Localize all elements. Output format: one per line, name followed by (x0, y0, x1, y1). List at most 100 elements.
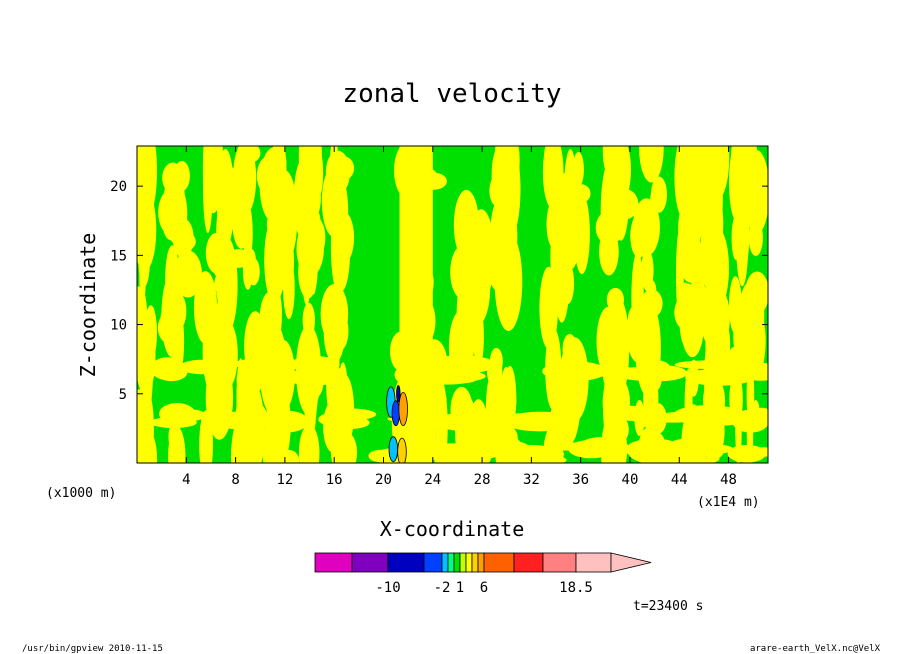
positive-velocity-cell (271, 340, 295, 410)
x-unit-right: (x1E4 m) (697, 495, 760, 510)
colorbar-tick-label: -10 (375, 580, 400, 596)
strong-velocity-cell (397, 437, 407, 463)
positive-velocity-cell (323, 303, 345, 363)
colorbar-tick-label: 6 (480, 580, 488, 596)
y-axis-label: Z-coordinate (76, 233, 100, 378)
positive-velocity-cell (729, 276, 742, 334)
colorbar-tick-label: -2 (434, 580, 451, 596)
positive-velocity-cell (659, 411, 732, 422)
colorbar-segment (447, 552, 455, 573)
positive-velocity-cell (542, 146, 564, 210)
positive-velocity-cell (568, 440, 614, 459)
positive-velocity-cell (450, 412, 504, 430)
x-tick-label: 28 (474, 472, 491, 488)
positive-velocity-cell (304, 393, 311, 463)
x-tick-label: 48 (720, 472, 737, 488)
positive-velocity-cell (706, 287, 730, 349)
positive-velocity-cell (635, 345, 655, 365)
positive-velocity-cell (542, 361, 607, 382)
colorbar-segment (575, 552, 612, 573)
colorbar-segment (477, 552, 485, 573)
x-tick-label: 12 (276, 472, 293, 488)
positive-velocity-cell (236, 362, 264, 397)
colorbar-segment (471, 552, 479, 573)
positive-velocity-cell (739, 363, 768, 381)
strong-velocity-cell (388, 436, 399, 463)
positive-velocity-cell (168, 426, 186, 463)
positive-velocity-cell (179, 359, 224, 375)
positive-velocity-cell (264, 410, 309, 433)
positive-velocity-cell (235, 414, 273, 425)
x-tick-label: 4 (182, 472, 190, 488)
y-tick-label: 10 (110, 318, 127, 334)
positive-velocity-cell (503, 411, 578, 432)
positive-velocity-cell (296, 363, 344, 386)
colorbar-tick-labels: -10 -2 1 6 18.5 (375, 580, 593, 596)
colorbar-tick-label: 18.5 (559, 580, 593, 596)
colorbar-segment (465, 552, 473, 573)
positive-velocity-cell (137, 389, 148, 416)
positive-velocity-cell (748, 219, 763, 256)
positive-velocity-cell (504, 207, 515, 226)
x-tick-label: 24 (424, 472, 441, 488)
y-axis-ticks: 5 10 15 20 (110, 179, 768, 403)
positive-velocity-cell (632, 198, 661, 256)
positive-velocity-cell (454, 317, 479, 335)
positive-velocity-cell (506, 454, 567, 463)
positive-velocity-cell (232, 189, 251, 249)
colorbar-segment (513, 552, 544, 573)
positive-velocity-cell (233, 358, 300, 371)
positive-velocity-cell (674, 360, 744, 370)
y-tick-label: 15 (110, 248, 127, 264)
positive-velocity-cell (247, 258, 260, 286)
x-tick-label: 32 (523, 472, 540, 488)
colorbar-segment (459, 552, 467, 573)
colorbar-segment (441, 552, 449, 573)
positive-velocity-cell (610, 188, 639, 220)
x-tick-label: 20 (375, 472, 392, 488)
positive-velocity-cell (739, 162, 766, 227)
x-tick-label: 36 (572, 472, 589, 488)
positive-velocity-cell (170, 409, 207, 422)
colorbar-segment (453, 552, 461, 573)
colorbar-arrow (610, 552, 652, 573)
colorbar-segment (423, 552, 443, 573)
positive-velocity-cell (639, 146, 664, 183)
colorbar-segment (483, 552, 515, 573)
positive-velocity-cell (163, 175, 180, 238)
time-label: t=23400 s (633, 599, 703, 614)
positive-velocity-cell (733, 188, 742, 215)
positive-velocity-cell (679, 283, 696, 306)
positive-velocity-cell (137, 146, 156, 219)
footer-right: arare-earth_VelX.nc@VelX (750, 644, 881, 654)
positive-velocity-cell (272, 170, 298, 264)
positive-velocity-cell (745, 271, 768, 315)
x-tick-label: 8 (231, 472, 239, 488)
chart-title: zonal velocity (342, 79, 561, 109)
x-axis-label: X-coordinate (380, 517, 525, 541)
positive-velocity-cell (670, 441, 726, 452)
positive-velocity-cell (702, 146, 730, 202)
positive-velocity-cell (163, 289, 187, 333)
x-tick-label: 40 (622, 472, 639, 488)
positive-velocity-cell (600, 165, 617, 258)
positive-velocity-cell (467, 209, 495, 301)
y-tick-label: 5 (119, 387, 127, 403)
colorbar-segment (351, 552, 389, 573)
positive-velocity-cell (296, 220, 324, 277)
positive-velocity-cell (688, 368, 744, 385)
x-axis-ticks: 4 8 12 16 20 24 28 32 36 40 44 48 (182, 146, 737, 488)
positive-velocity-cell (421, 443, 495, 454)
positive-velocity-cell (641, 360, 671, 376)
positive-velocity-cell (731, 215, 741, 261)
colorbar-segment (314, 552, 353, 573)
positive-velocity-cell (617, 405, 644, 421)
positive-velocity-cell (272, 289, 282, 340)
positive-velocity-cell (299, 171, 321, 224)
x-tick-label: 44 (671, 472, 688, 488)
positive-velocity-cell (205, 232, 228, 274)
colorbar-tick-label: 1 (456, 580, 464, 596)
velocity-field (137, 146, 768, 463)
strong-velocity-cell (391, 400, 400, 427)
